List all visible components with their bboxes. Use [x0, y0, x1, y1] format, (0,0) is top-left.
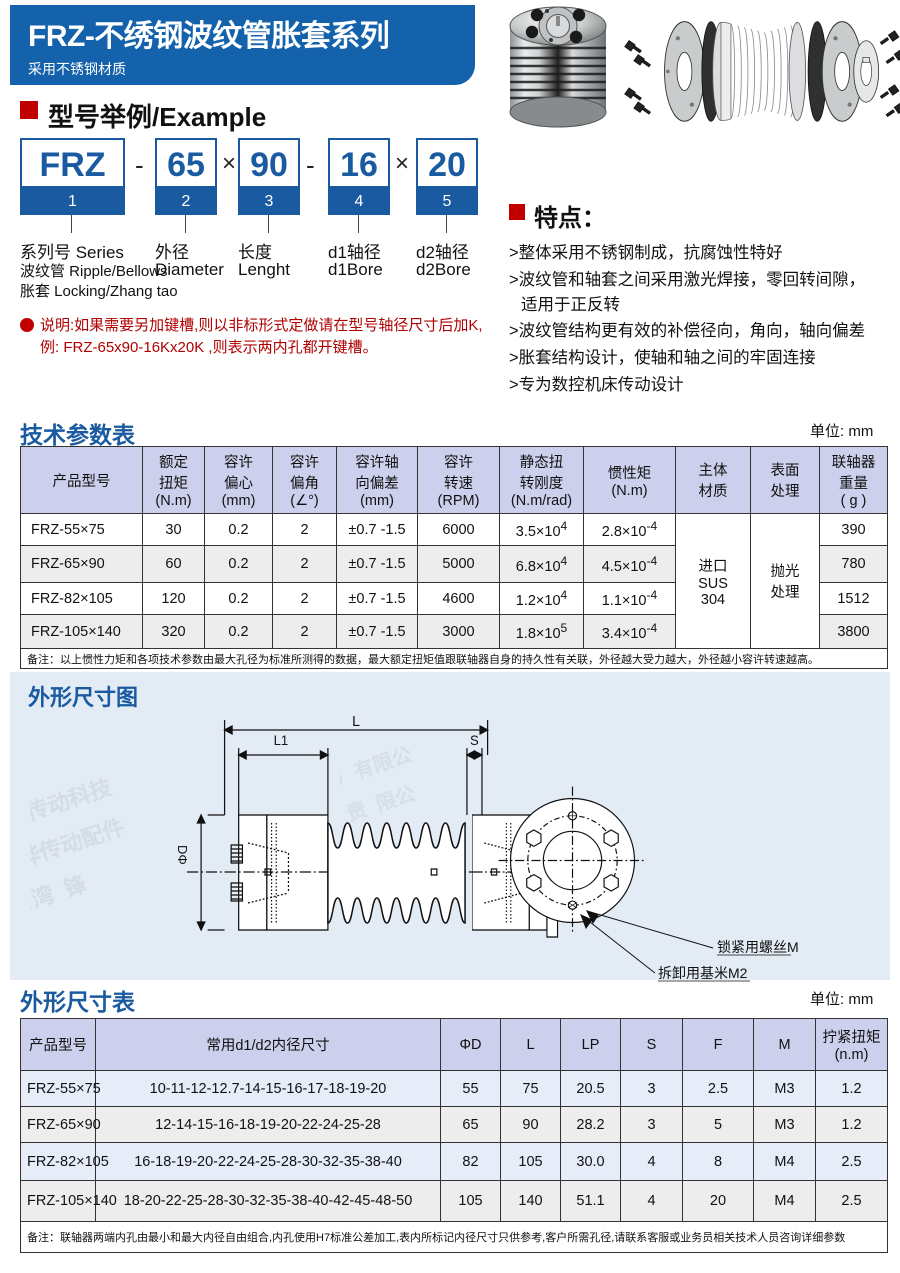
- svg-text:拆卸用基米M2: 拆卸用基米M2: [658, 965, 748, 981]
- svg-text:L: L: [352, 715, 360, 730]
- svg-text:L1: L1: [274, 733, 289, 748]
- svg-text:锁紧用螺丝M: 锁紧用螺丝M: [717, 939, 799, 955]
